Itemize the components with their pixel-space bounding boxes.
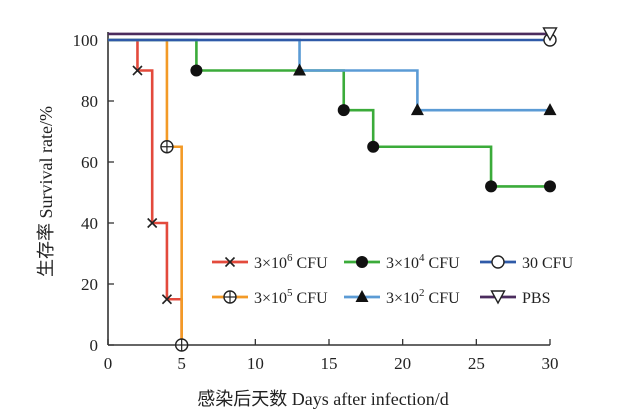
- series-0-point: [132, 65, 143, 76]
- x-tick-label: 15: [321, 354, 338, 373]
- legend-item: 3×102 CFU: [344, 287, 460, 307]
- series-5-point: [542, 27, 558, 42]
- legend-marker: [356, 256, 368, 268]
- series-line-3: [108, 38, 550, 112]
- series-line-2: [108, 38, 550, 188]
- legend-label: 3×102 CFU: [386, 287, 460, 307]
- x-axis-title: 感染后天数 Days after infection/d: [197, 389, 448, 409]
- series-2-point: [485, 180, 498, 193]
- y-tick-label: 80: [81, 92, 98, 111]
- legend-item: 3×104 CFU: [344, 252, 460, 272]
- series-2-point: [544, 180, 556, 193]
- legend-label: PBS: [522, 290, 550, 307]
- series-1-point: [174, 338, 189, 352]
- legend-label: 3×105 CFU: [254, 287, 328, 307]
- series-line-0: [108, 38, 183, 345]
- x-tick-label: 0: [104, 354, 113, 373]
- x-tick-label: 5: [177, 354, 186, 373]
- y-tick-label: 0: [90, 336, 99, 355]
- legend-item: 3×106 CFU: [212, 252, 328, 272]
- y-tick-label: 100: [73, 31, 99, 50]
- legend-item: 30 CFU: [480, 255, 574, 272]
- y-tick-label: 20: [81, 275, 98, 294]
- series-3-point: [410, 103, 424, 116]
- y-tick-label: 40: [81, 214, 98, 233]
- series-0-point: [161, 294, 172, 305]
- legend-marker: [490, 290, 506, 305]
- series-0-point: [147, 217, 158, 229]
- legend-marker: [224, 256, 236, 268]
- legend-marker: [223, 290, 237, 304]
- legend: 3×106 CFU 3×104 CFU 30 CFU 3×105 CFU 3×102 C…: [212, 252, 574, 307]
- series-layer: [108, 27, 558, 352]
- series-2-point: [337, 104, 350, 117]
- x-tick-label: 10: [247, 354, 264, 373]
- legend-item: PBS: [480, 290, 550, 307]
- x-tick-label: 20: [394, 354, 411, 373]
- y-axis-title: 生存率 Survival rate/%: [36, 106, 56, 277]
- series-3-point: [293, 63, 307, 76]
- x-tick-label: 30: [542, 354, 559, 373]
- legend-label: 3×106 CFU: [254, 252, 328, 272]
- legend-marker: [355, 290, 369, 302]
- series-3-point: [543, 103, 557, 116]
- legend-marker: [491, 255, 505, 269]
- y-tick-label: 60: [81, 153, 98, 172]
- legend-label: 30 CFU: [522, 255, 574, 272]
- series-2-point: [190, 64, 203, 77]
- series-1-point: [160, 140, 174, 154]
- series-2-point: [367, 140, 380, 153]
- legend-label: 3×104 CFU: [386, 252, 460, 272]
- x-tick-label: 25: [468, 354, 485, 373]
- legend-item: 3×105 CFU: [212, 287, 328, 307]
